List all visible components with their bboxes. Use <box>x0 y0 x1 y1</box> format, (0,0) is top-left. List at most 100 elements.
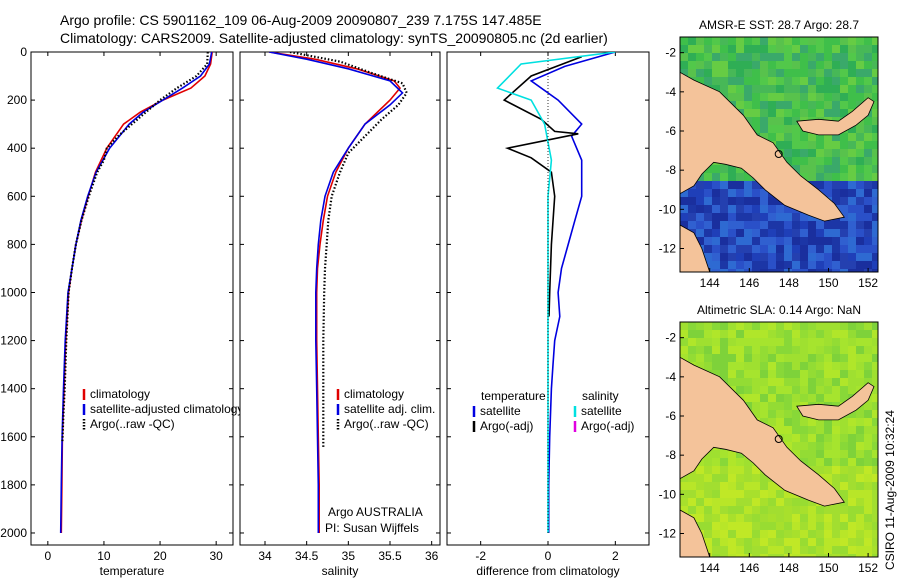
map-cell <box>744 322 752 330</box>
map-cell <box>688 37 696 45</box>
map-cell <box>824 338 832 346</box>
map-cell <box>864 378 872 386</box>
y-tick-label: 600 <box>7 189 27 203</box>
map-cell <box>728 253 736 261</box>
map-cell <box>768 53 776 61</box>
map-cell <box>832 378 840 386</box>
map-cell <box>792 37 800 45</box>
map-cell <box>856 458 864 466</box>
map-cell <box>752 37 760 45</box>
map-cell <box>728 69 736 77</box>
map-cell <box>872 410 878 418</box>
x-tick-label: 146 <box>739 561 759 575</box>
x-tick-label: 34 <box>258 549 272 563</box>
map-title: Altimetric SLA: 0.14 Argo: NaN <box>697 303 861 317</box>
map-cell <box>720 53 728 61</box>
map-cell <box>832 546 840 554</box>
map-cell <box>768 498 776 506</box>
map-cell <box>712 522 720 530</box>
map-cell <box>752 362 760 370</box>
map-cell <box>728 261 736 269</box>
map-cell <box>800 354 808 362</box>
map-cell <box>680 61 688 69</box>
map-cell <box>784 269 792 272</box>
map-cell <box>704 173 712 181</box>
map-cell <box>728 245 736 253</box>
map-cell <box>824 77 832 85</box>
map-cell <box>848 253 856 261</box>
map-cell <box>840 386 848 394</box>
map-cell <box>848 370 856 378</box>
map-cell <box>696 506 704 514</box>
map-cell <box>808 229 816 237</box>
map-cell <box>768 221 776 229</box>
map-cell <box>712 546 720 554</box>
map-cell <box>832 77 840 85</box>
map-cell <box>824 141 832 149</box>
map-cell <box>760 229 768 237</box>
map-cell <box>784 109 792 117</box>
map-cell <box>840 109 848 117</box>
map-cell <box>712 261 720 269</box>
map-cell <box>720 77 728 85</box>
map-cell <box>720 506 728 514</box>
map-cell <box>848 53 856 61</box>
map-cell <box>808 61 816 69</box>
map-cell <box>856 237 864 245</box>
map-frame <box>679 36 879 273</box>
map-cell <box>688 490 696 498</box>
map-cell <box>792 133 800 141</box>
map-cell <box>832 538 840 546</box>
map-cell <box>856 189 864 197</box>
map-cell <box>824 522 832 530</box>
map-cell <box>848 141 856 149</box>
x-axis-label: salinity <box>322 564 359 578</box>
map-cell <box>816 77 824 85</box>
map-cell <box>864 149 872 157</box>
map-cell <box>848 125 856 133</box>
map-cell <box>824 101 832 109</box>
map-cell <box>848 69 856 77</box>
map-cell <box>720 498 728 506</box>
map-cell <box>824 370 832 378</box>
map-cell <box>760 45 768 53</box>
map-cell <box>872 261 878 269</box>
map-cell <box>752 245 760 253</box>
map-cell <box>704 490 712 498</box>
map-cell <box>840 450 848 458</box>
map-cell <box>752 269 760 272</box>
map-cell <box>864 197 872 205</box>
map-cell <box>696 522 704 530</box>
map-cell <box>840 442 848 450</box>
map-cell <box>688 474 696 482</box>
map-cell <box>736 506 744 514</box>
map-cell <box>864 402 872 410</box>
map-cell <box>712 474 720 482</box>
map-cell <box>768 482 776 490</box>
temperature-axes-box <box>30 51 234 546</box>
map-cell <box>784 434 792 442</box>
map-cell <box>808 434 816 442</box>
pi-label: PI: Susan Wijffels <box>325 521 419 535</box>
map-cell <box>856 466 864 474</box>
map-cell <box>720 546 728 554</box>
map-cell <box>872 498 878 506</box>
map-cell <box>776 490 784 498</box>
map-cell <box>744 474 752 482</box>
map-cell <box>872 362 878 370</box>
map-cell <box>848 173 856 181</box>
map-cell <box>736 229 744 237</box>
map-cell <box>720 362 728 370</box>
map-cell <box>712 173 720 181</box>
land-mass <box>680 224 711 272</box>
agency-label: Argo AUSTRALIA <box>328 505 423 519</box>
map-cell <box>792 253 800 261</box>
map-cell <box>768 229 776 237</box>
map-cell <box>872 450 878 458</box>
map-cell <box>824 434 832 442</box>
map-cell <box>776 69 784 77</box>
map-cell <box>768 117 776 125</box>
map-cell <box>872 482 878 490</box>
map-cell <box>736 474 744 482</box>
map-cell <box>816 538 824 546</box>
